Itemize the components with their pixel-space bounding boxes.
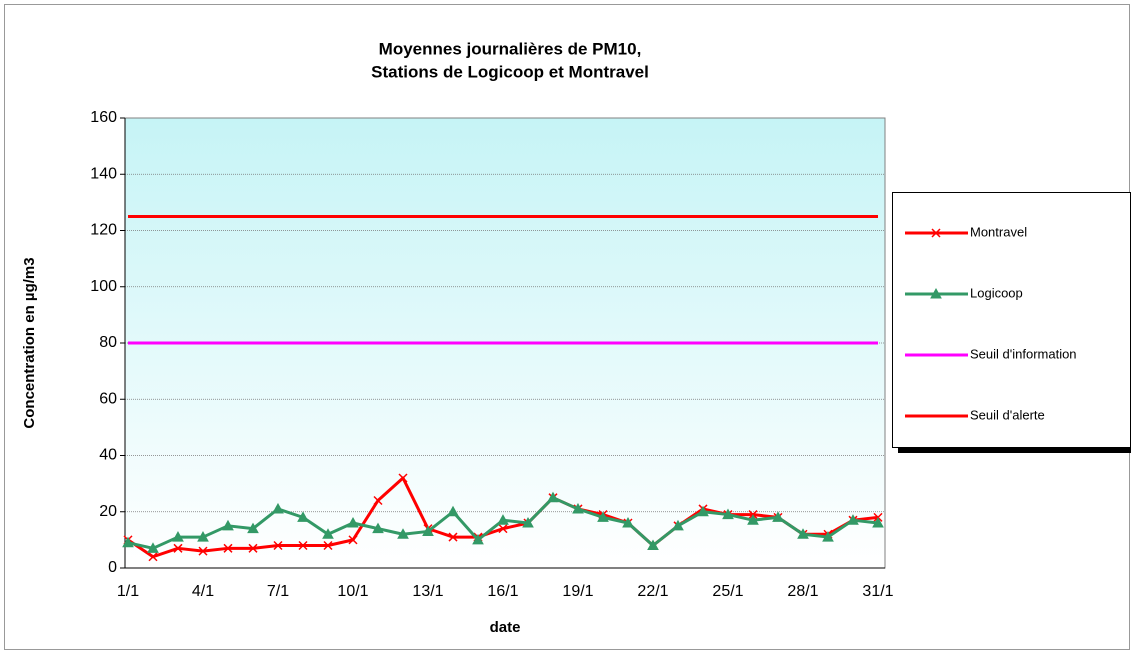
- point: [322, 528, 334, 539]
- point: [847, 514, 859, 525]
- x-tick-label: 16/1: [487, 583, 518, 600]
- point: [747, 514, 759, 525]
- point: [223, 543, 233, 553]
- point: [222, 519, 234, 531]
- y-tick-label: 80: [99, 334, 117, 351]
- x-tick-label: 7/1: [267, 583, 289, 600]
- point: [298, 540, 308, 551]
- legend-label: Seuil d'information: [970, 346, 1077, 361]
- x-tick-label: 31/1: [862, 583, 893, 600]
- point: [422, 525, 434, 536]
- point: [447, 505, 459, 517]
- x-axis-title: date: [490, 619, 521, 636]
- point: [248, 543, 258, 553]
- point: [247, 522, 259, 534]
- legend-label: Seuil d'alerte: [970, 407, 1045, 422]
- legend-box: [892, 192, 1131, 448]
- point: [272, 502, 284, 514]
- point: [672, 519, 684, 531]
- chart-title: Stations de Logicoop et Montravel: [371, 62, 649, 81]
- y-tick-label: 140: [90, 165, 117, 182]
- x-tick-label: 10/1: [337, 583, 368, 600]
- point: [797, 528, 809, 539]
- y-tick-label: 40: [99, 447, 117, 464]
- point: [198, 546, 208, 556]
- x-tick-label: 13/1: [412, 583, 443, 600]
- point: [347, 516, 359, 528]
- point: [448, 532, 458, 542]
- point: [822, 531, 834, 542]
- point: [930, 287, 942, 299]
- point: [647, 539, 659, 550]
- point: [372, 522, 384, 534]
- point: [323, 540, 333, 551]
- point: [273, 540, 283, 551]
- point: [173, 543, 183, 553]
- point: [597, 511, 609, 522]
- x-tick-label: 25/1: [712, 583, 743, 600]
- y-tick-label: 100: [90, 278, 117, 295]
- chart-title: Moyennes journalières de PM10,: [379, 39, 642, 58]
- point: [872, 516, 884, 528]
- point: [547, 491, 559, 503]
- point: [498, 524, 508, 534]
- point: [697, 505, 709, 517]
- point: [398, 473, 408, 483]
- point: [497, 514, 509, 525]
- x-tick-label: 28/1: [787, 583, 818, 600]
- x-tick-label: 22/1: [637, 583, 668, 600]
- point: [348, 535, 358, 545]
- point: [572, 502, 584, 514]
- y-tick-label: 60: [99, 390, 117, 407]
- point: [172, 531, 184, 542]
- legend-label: Montravel: [970, 224, 1027, 239]
- x-tick-label: 19/1: [562, 583, 593, 600]
- point: [197, 531, 209, 542]
- point: [722, 508, 734, 520]
- y-tick-label: 120: [90, 222, 117, 239]
- legend-label: Logicoop: [970, 285, 1023, 300]
- point: [297, 511, 309, 522]
- point: [522, 516, 534, 528]
- point: [373, 495, 383, 506]
- point: [472, 533, 484, 545]
- point: [122, 536, 134, 548]
- y-tick-label: 0: [108, 559, 117, 576]
- y-tick-label: 160: [90, 109, 117, 126]
- x-tick-label: 1/1: [117, 583, 139, 600]
- x-tick-label: 4/1: [192, 583, 214, 600]
- point: [397, 528, 409, 539]
- point: [147, 542, 159, 553]
- point: [148, 552, 158, 562]
- point: [931, 228, 941, 238]
- point: [772, 511, 784, 522]
- y-tick-label: 20: [99, 503, 117, 520]
- y-axis-title: Concentration en µg/m3: [21, 257, 38, 428]
- point: [622, 516, 634, 528]
